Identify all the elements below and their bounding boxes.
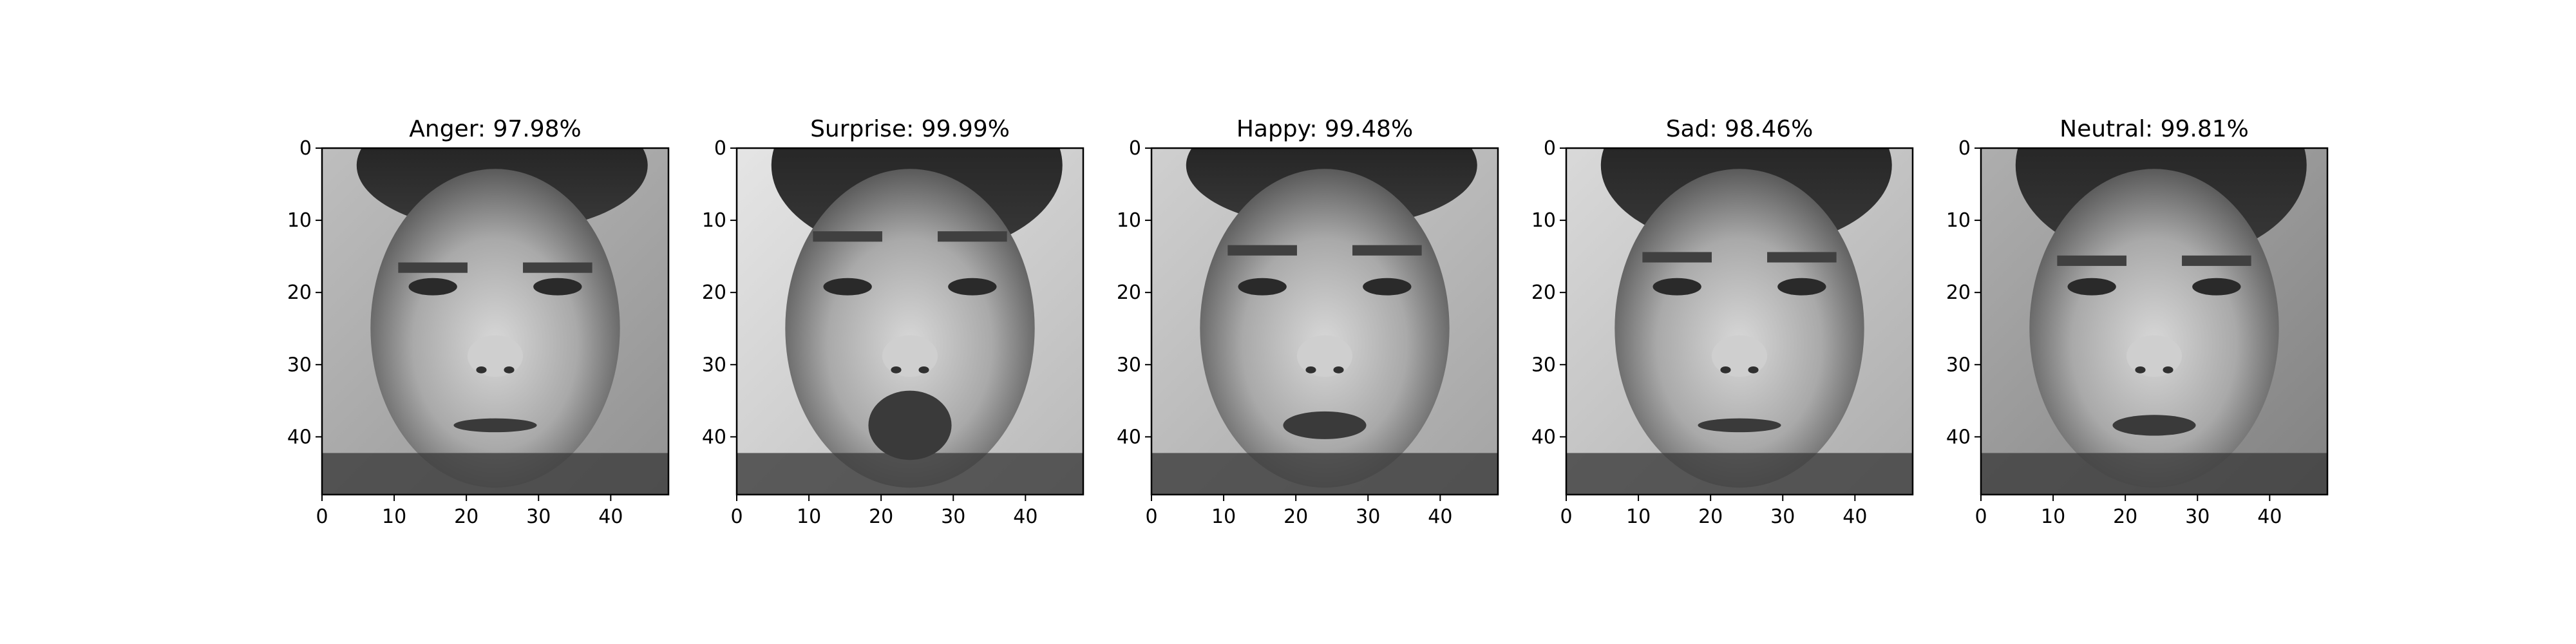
x-tick-label: 10 bbox=[2041, 506, 2065, 528]
y-tick-label: 0 bbox=[1544, 137, 1556, 160]
face-image bbox=[737, 148, 1083, 495]
x-tick-label: 30 bbox=[1356, 506, 1380, 528]
y-tick-label: 40 bbox=[1117, 426, 1141, 448]
x-tick-label: 30 bbox=[2185, 506, 2210, 528]
axes-frame bbox=[1150, 147, 1499, 496]
axes-frame bbox=[1980, 147, 2329, 496]
x-tick-label: 30 bbox=[526, 506, 551, 528]
y-tick-label: 10 bbox=[702, 209, 726, 232]
panels: 0 10 20 30 40 0 10 20 30 40 Anger: 97.98% 0 10 20 30 40… bbox=[287, 116, 2329, 528]
x-tick-label: 40 bbox=[1013, 506, 1037, 528]
y-tick-label: 10 bbox=[287, 209, 312, 232]
y-tick-label: 30 bbox=[1531, 354, 1556, 376]
panel-title: Neutral: 99.81% bbox=[2060, 116, 2249, 142]
y-tick-label: 30 bbox=[287, 354, 312, 376]
x-tick-label: 40 bbox=[1428, 506, 1452, 528]
x-tick-label: 20 bbox=[1283, 506, 1308, 528]
x-tick-label: 20 bbox=[2113, 506, 2137, 528]
y-tick-label: 10 bbox=[1117, 209, 1141, 232]
face-image bbox=[1566, 148, 1913, 495]
x-tick-label: 0 bbox=[1145, 506, 1157, 528]
y-tick-label: 30 bbox=[1946, 354, 1971, 376]
x-tick-label: 10 bbox=[1211, 506, 1236, 528]
axes-frame bbox=[321, 147, 670, 496]
y-tick-label: 30 bbox=[702, 354, 726, 376]
panel-title: Sad: 98.46% bbox=[1666, 116, 1814, 142]
axes-frame bbox=[735, 147, 1084, 496]
y-tick-label: 20 bbox=[1946, 281, 1971, 304]
face-panel-anger: 0 10 20 30 40 0 10 20 30 40 Anger: 97.98% bbox=[287, 116, 670, 528]
y-tick-label: 40 bbox=[287, 426, 312, 448]
x-tick-label: 0 bbox=[1560, 506, 1572, 528]
x-tick-label: 30 bbox=[941, 506, 965, 528]
x-tick-label: 0 bbox=[1975, 506, 1987, 528]
x-tick-label: 20 bbox=[869, 506, 893, 528]
x-tick-label: 10 bbox=[382, 506, 406, 528]
x-tick-label: 10 bbox=[797, 506, 821, 528]
y-tick-label: 20 bbox=[702, 281, 726, 304]
face-panel-happy: 0 10 20 30 40 0 10 20 30 40 Happy: 99.48% bbox=[1117, 116, 1499, 528]
y-tick-label: 10 bbox=[1946, 209, 1971, 232]
y-tick-label: 40 bbox=[702, 426, 726, 448]
y-tick-label: 40 bbox=[1946, 426, 1971, 448]
x-tick-label: 10 bbox=[1626, 506, 1651, 528]
face-image bbox=[322, 148, 668, 495]
x-tick-label: 20 bbox=[1698, 506, 1723, 528]
y-tick-label: 20 bbox=[287, 281, 312, 304]
panel-title: Happy: 99.48% bbox=[1236, 116, 1413, 142]
y-tick-label: 0 bbox=[1958, 137, 1971, 160]
y-tick-label: 20 bbox=[1117, 281, 1141, 304]
y-tick-label: 10 bbox=[1531, 209, 1556, 232]
x-tick-label: 40 bbox=[1842, 506, 1867, 528]
y-tick-label: 0 bbox=[1129, 137, 1141, 160]
face-panel-neutral: 0 10 20 30 40 0 10 20 30 40 Neutral: 99.81% bbox=[1946, 116, 2329, 528]
face-image bbox=[1981, 148, 2327, 495]
axes-frame bbox=[1565, 147, 1914, 496]
face-panel-sad: 0 10 20 30 40 0 10 20 30 40 Sad: 98.46% bbox=[1531, 116, 1914, 528]
y-tick-label: 0 bbox=[714, 137, 726, 160]
x-tick-label: 40 bbox=[598, 506, 623, 528]
x-tick-label: 0 bbox=[316, 506, 328, 528]
face-image bbox=[1151, 148, 1498, 495]
y-tick-label: 30 bbox=[1117, 354, 1141, 376]
x-tick-label: 40 bbox=[2257, 506, 2282, 528]
x-tick-label: 0 bbox=[730, 506, 743, 528]
y-tick-label: 20 bbox=[1531, 281, 1556, 304]
x-tick-label: 30 bbox=[1770, 506, 1795, 528]
panel-title: Surprise: 99.99% bbox=[810, 116, 1010, 142]
y-tick-label: 0 bbox=[299, 137, 312, 160]
y-tick-label: 40 bbox=[1531, 426, 1556, 448]
x-tick-label: 20 bbox=[454, 506, 478, 528]
face-panel-surprise: 0 10 20 30 40 0 10 20 30 40 Surprise: 99.99% bbox=[702, 116, 1084, 528]
panel-title: Anger: 97.98% bbox=[409, 116, 581, 142]
